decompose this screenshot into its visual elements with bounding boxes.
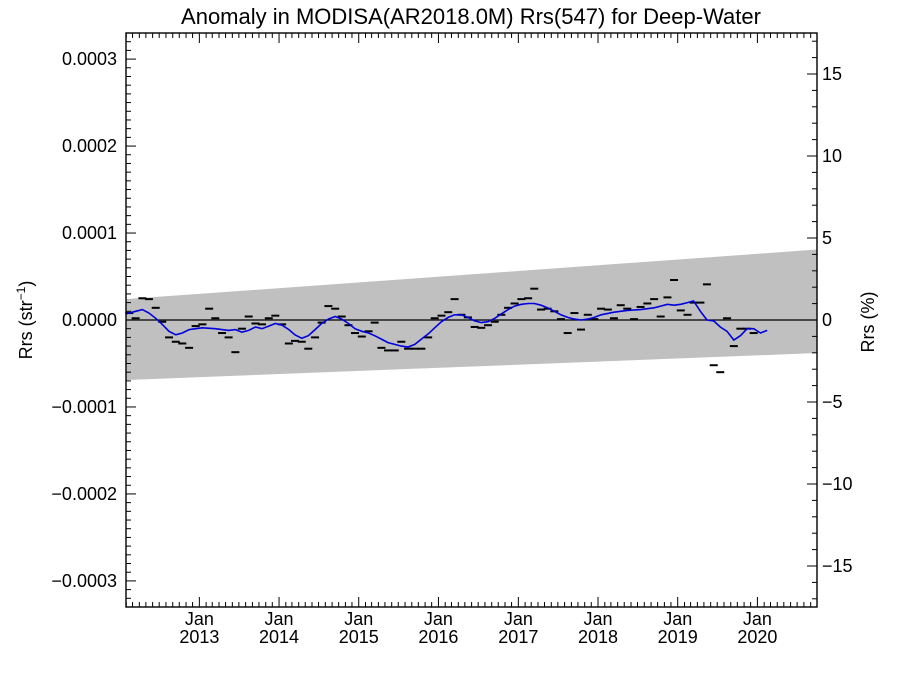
left-tick-label: 0.0002 [62, 136, 117, 156]
right-y-axis: 15 10 5 0 −5 −10 −15 [807, 40, 853, 600]
x-tick-label-year: 2016 [418, 627, 458, 647]
uncertainty-band [126, 249, 817, 381]
x-tick-label-year: 2015 [339, 627, 379, 647]
right-tick-label: 0 [822, 310, 832, 330]
chart-title: Anomaly in MODISA(AR2018.0M) Rrs(547) fo… [181, 4, 761, 29]
left-tick-label: 0.0001 [62, 223, 117, 243]
x-tick-label-month: Jan [743, 609, 772, 629]
x-tick-label-month: Jan [504, 609, 533, 629]
right-tick-label: −10 [822, 474, 853, 494]
right-tick-label: 10 [822, 146, 842, 166]
left-tick-label: −0.0002 [51, 484, 117, 504]
x-tick-label-year: 2017 [498, 627, 538, 647]
x-tick-label-year: 2020 [737, 627, 777, 647]
right-tick-label: −15 [822, 556, 853, 576]
right-tick-label: 5 [822, 228, 832, 248]
x-tick-label-month: Jan [344, 609, 373, 629]
x-axis: Jan2013Jan2014Jan2015Jan2016Jan2017Jan20… [125, 33, 812, 647]
plot-area [125, 32, 818, 608]
x-tick-label-month: Jan [265, 609, 294, 629]
x-tick-label-year: 2013 [179, 627, 219, 647]
right-axis-label: Rrs (%) [858, 292, 878, 353]
x-tick-label-month: Jan [424, 609, 453, 629]
left-axis-label: Rrs (str−1) [14, 281, 36, 360]
left-y-axis: 0.0003 0.0002 0.0001 0.0000 −0.0001 −0.0002 −0… [51, 32, 136, 608]
left-tick-label: 0.0000 [62, 310, 117, 330]
x-tick-label-month: Jan [663, 609, 692, 629]
left-tick-label: 0.0003 [62, 49, 117, 69]
x-tick-label-year: 2019 [658, 627, 698, 647]
monthly-markers [125, 278, 758, 374]
left-tick-label: −0.0003 [51, 571, 117, 591]
right-tick-label: −5 [822, 392, 843, 412]
x-tick-label-year: 2018 [578, 627, 618, 647]
left-tick-label: −0.0001 [51, 397, 117, 417]
x-tick-label-month: Jan [584, 609, 613, 629]
smoothed-line [125, 299, 768, 348]
x-tick-label-year: 2014 [259, 627, 299, 647]
right-tick-label: 15 [822, 64, 842, 84]
x-tick-label-month: Jan [185, 609, 214, 629]
